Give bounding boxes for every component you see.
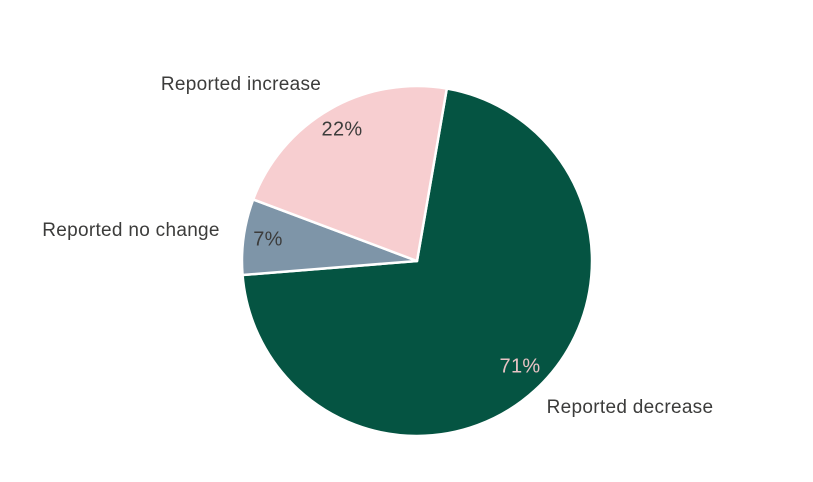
slice-label-reported-increase: Reported increase xyxy=(160,74,322,95)
slice-percent-reported-decrease: 71% xyxy=(499,355,541,378)
slice-percent-reported-no-change: 7% xyxy=(253,228,283,251)
slice-percent-reported-increase: 22% xyxy=(321,118,363,141)
pie-slice-reported-increase xyxy=(251,84,449,263)
slice-label-reported-no-change: Reported no change xyxy=(42,220,220,241)
pie-slices-group xyxy=(240,84,594,438)
pie-slice-reported-decrease xyxy=(241,87,594,438)
slice-label-reported-decrease: Reported decrease xyxy=(546,397,714,418)
